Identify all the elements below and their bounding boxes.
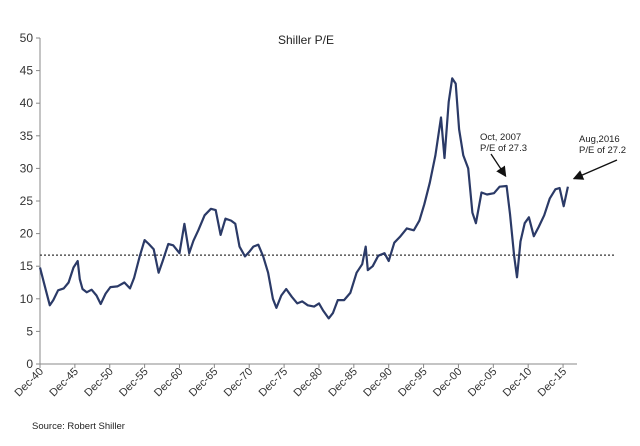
x-tick-label: Dec-05: [466, 366, 500, 400]
y-axis: 0 5 10 15 20 25 30 35 40 45 50: [20, 31, 41, 371]
annotation-line: P/E of 27.3: [480, 143, 527, 154]
chart-title: Shiller P/E: [278, 33, 334, 47]
y-tick-label: 25: [20, 194, 34, 208]
annotation-line: P/E of 27.2: [579, 145, 626, 156]
x-tick-label: Dec-00: [431, 366, 465, 400]
y-tick-label: 20: [20, 227, 34, 241]
annotations-group: Oct, 2007 P/E of 27.3 Aug,2016 P/E of 27.2: [480, 132, 626, 180]
y-tick-label: 10: [20, 292, 34, 306]
y-tick-label: 30: [20, 161, 34, 175]
annotation-line: Oct, 2007: [480, 132, 521, 143]
annotation-label: Oct, 2007 P/E of 27.3: [480, 132, 527, 154]
x-tick-label: Dec-15: [536, 366, 570, 400]
x-tick-label: Dec-75: [257, 366, 291, 400]
chart-source: Source: Robert Shiller: [32, 421, 125, 432]
y-tick-label: 0: [26, 357, 33, 371]
x-tick-label: Dec-10: [501, 366, 535, 400]
series-line: [38, 77, 569, 320]
x-tick-label: Dec-45: [47, 366, 81, 400]
annotation-arrow: [490, 153, 507, 178]
x-tick-label: Dec-90: [361, 366, 395, 400]
y-tick-label: 45: [20, 64, 34, 78]
x-tick-label: Dec-50: [82, 366, 116, 400]
x-tick-label: Dec-95: [396, 366, 430, 400]
y-tick-label: 15: [20, 259, 34, 273]
x-axis: Dec-40 Dec-45 Dec-50 Dec-55 Dec-60 Dec-65 Dec-…: [13, 363, 577, 400]
y-tick-label: 40: [20, 96, 34, 110]
series-group: [38, 77, 569, 320]
x-tick-label: Dec-65: [187, 366, 221, 400]
x-tick-label: Dec-85: [326, 366, 360, 400]
x-tick-label: Dec-70: [222, 366, 256, 400]
annotation-arrow: [572, 159, 618, 180]
x-tick-label: Dec-80: [292, 366, 326, 400]
y-tick-label: 5: [26, 324, 33, 338]
annotation-label: Aug,2016 P/E of 27.2: [579, 134, 626, 156]
x-tick-label: Dec-60: [152, 366, 186, 400]
y-tick-label: 50: [20, 31, 34, 45]
annotation-line: Aug,2016: [579, 134, 620, 145]
x-tick-label: Dec-55: [117, 366, 151, 400]
y-tick-label: 35: [20, 129, 34, 143]
